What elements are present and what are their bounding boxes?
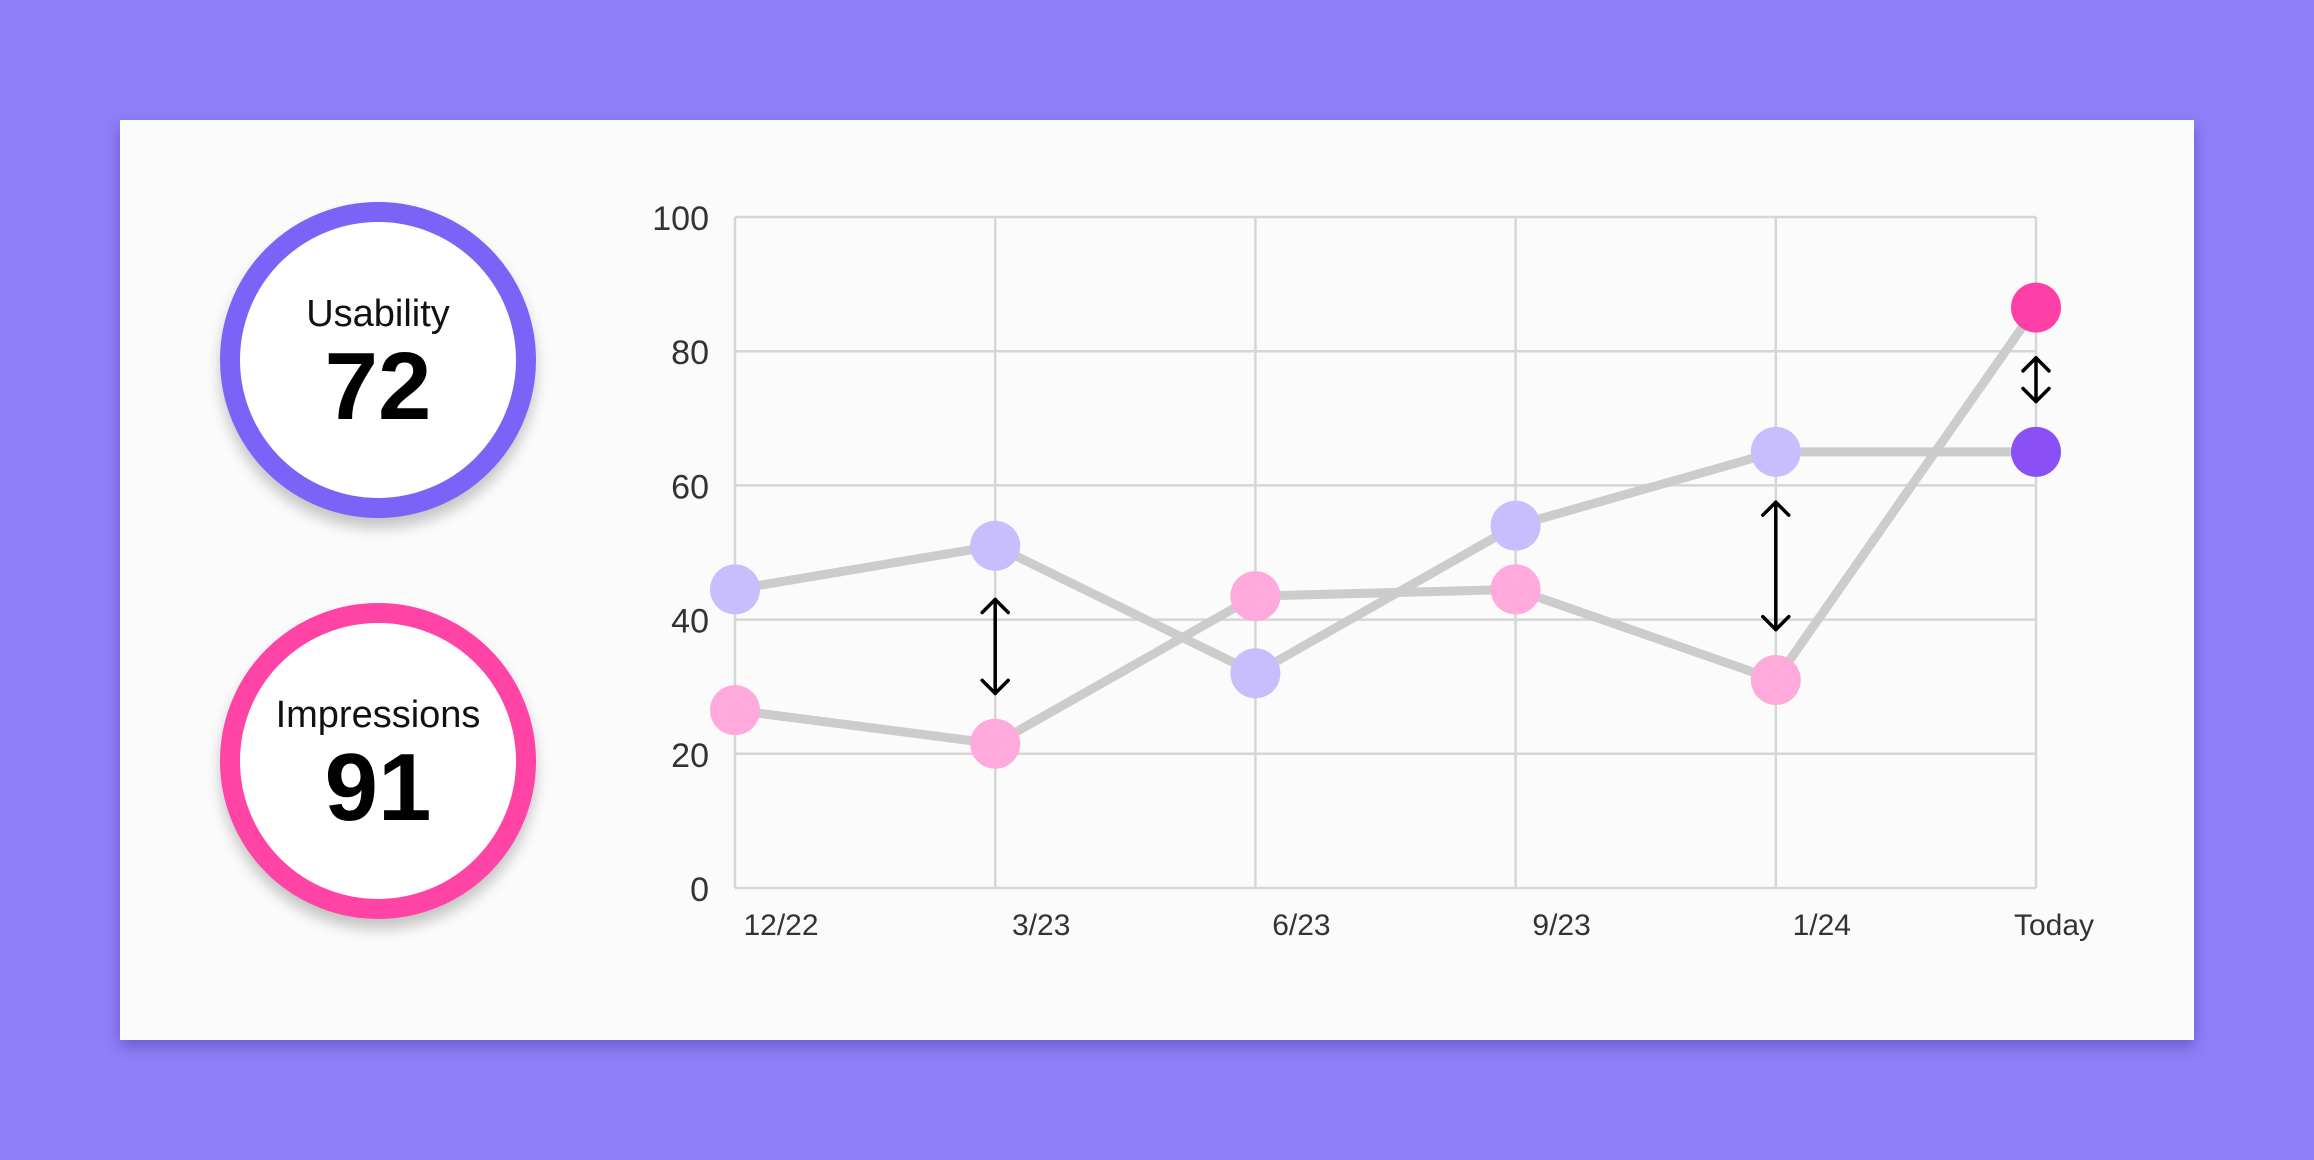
usability-value: 72 — [324, 333, 432, 440]
gap-arrow-icon — [2021, 356, 2051, 404]
series-2-point — [1230, 571, 1281, 622]
series-line-2 — [730, 303, 2041, 749]
x-tick-label: 6/23 — [1272, 909, 1330, 942]
y-tick-label: 40 — [671, 603, 709, 641]
series-1-point — [1490, 500, 1541, 551]
impressions-label: Impressions — [275, 694, 481, 736]
gap-arrow-icon — [1761, 500, 1791, 632]
series-line-1 — [730, 447, 2041, 678]
gap-arrow-icon — [980, 597, 1010, 696]
series-2-point — [1750, 654, 1801, 705]
x-tick-label: 12/22 — [743, 909, 818, 942]
x-tick-label: 1/24 — [1793, 909, 1851, 942]
series-2-point — [2011, 282, 2061, 333]
x-tick-label: 3/23 — [1012, 909, 1070, 942]
series-1-point — [710, 564, 760, 615]
usability-label: Usability — [306, 293, 450, 335]
series-2-point — [1490, 564, 1541, 615]
y-tick-label: 60 — [671, 468, 709, 506]
x-tick-label: 9/23 — [1532, 909, 1590, 942]
impressions-value: 91 — [324, 734, 432, 841]
series-2-point — [970, 718, 1021, 769]
x-tick-label: Today — [2014, 909, 2094, 942]
y-tick-label: 100 — [652, 200, 709, 238]
series-1-point — [1230, 648, 1281, 699]
trend-line-chart: 0 20 40 60 80 100 12/22 3/23 6/23 9/23 1/24 Today — [652, 200, 2094, 942]
series-1-point — [2011, 426, 2061, 477]
series-1-point — [1750, 426, 1801, 477]
y-tick-label: 0 — [690, 871, 709, 909]
series-1-point — [970, 520, 1021, 571]
dashboard-card: Usability 72 Impressions 91 0 20 40 60 80 100… — [120, 120, 2194, 1040]
series-2-point — [710, 685, 760, 736]
y-tick-label: 80 — [671, 334, 709, 372]
y-tick-label: 20 — [671, 737, 709, 775]
